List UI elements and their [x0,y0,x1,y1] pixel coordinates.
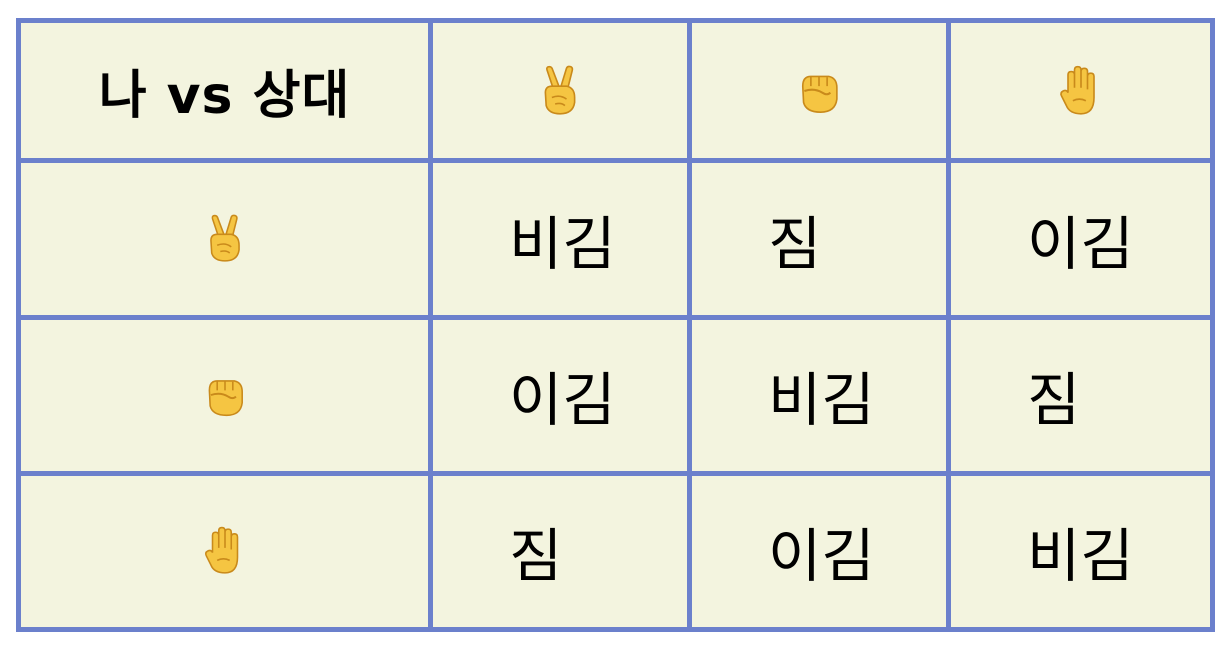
result-cell: 비김 [687,314,951,476]
result-cell: 짐 [946,314,1215,476]
result-cell: 짐 [428,470,692,633]
result-cell: 짐 [687,158,951,320]
row-header-rock [16,314,433,476]
rock-paper-scissors-table: 나 vs 상대 비김 짐 이김 [16,17,1215,633]
result-cell: 이김 [946,158,1215,320]
rps-table-container: 나 vs 상대 비김 짐 이김 [16,17,1215,633]
header-row: 나 vs 상대 [16,17,1215,164]
result-cell: 비김 [428,158,692,320]
row-header-paper [16,470,433,633]
table-row: 짐 이김 비김 [16,470,1215,633]
result-cell: 비김 [946,470,1215,633]
table-row: 비김 짐 이김 [16,158,1215,320]
rock-fist-icon [200,370,250,420]
scissors-hand-icon [200,214,250,264]
paper-hand-icon [1055,65,1107,117]
corner-label: 나 vs 상대 [16,17,433,164]
row-header-scissors [16,158,433,320]
rock-fist-icon [793,65,845,117]
result-cell: 이김 [428,314,692,476]
column-header-paper [946,17,1215,164]
result-cell: 이김 [687,470,951,633]
table-row: 이김 비김 짐 [16,314,1215,476]
paper-hand-icon [200,526,250,576]
column-header-scissors [428,17,692,164]
column-header-rock [687,17,951,164]
scissors-hand-icon [534,65,586,117]
